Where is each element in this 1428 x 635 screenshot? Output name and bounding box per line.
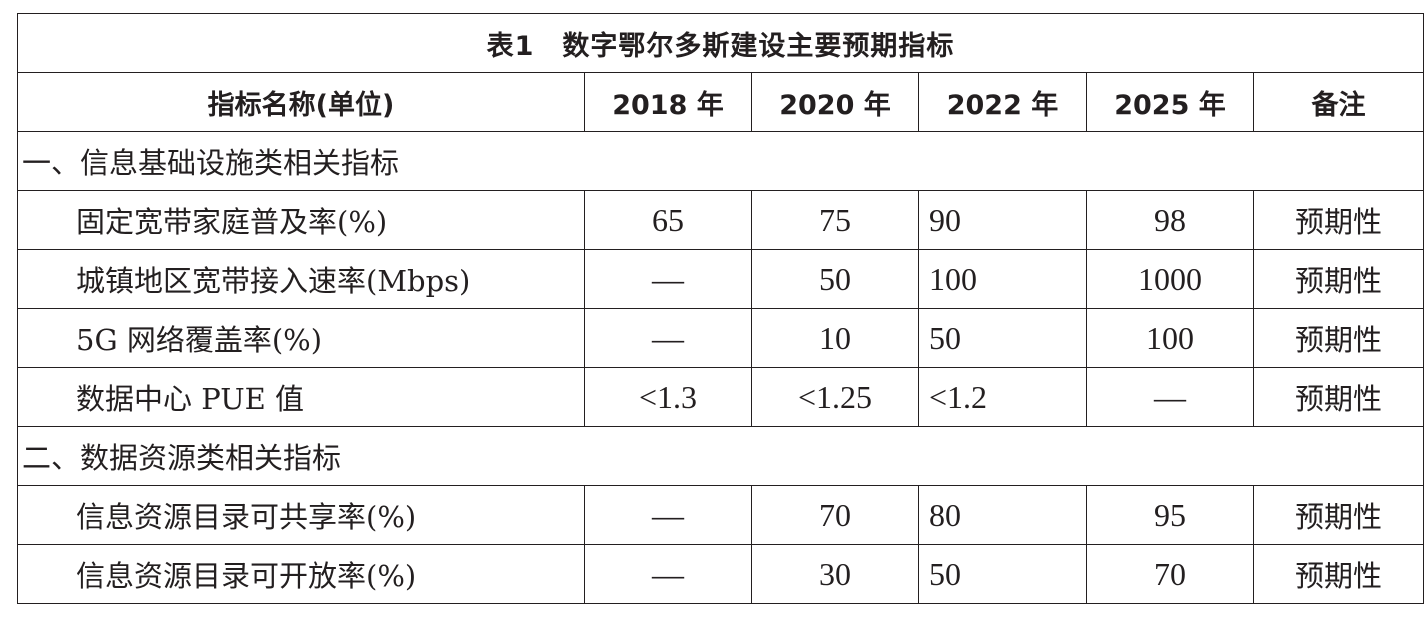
header-2018: 2018 年 — [584, 72, 752, 132]
value-2022: 50 — [918, 544, 1087, 604]
remark: 预期性 — [1252, 544, 1425, 604]
value-2018: — — [584, 249, 752, 309]
remark: 预期性 — [1252, 367, 1425, 427]
value-2025: 1000 — [1086, 249, 1254, 309]
table-row: 数据中心 PUE 值 <1.3 <1.25 <1.2 — 预期性 — [17, 367, 1425, 427]
table-row: 信息资源目录可共享率(%) — 70 80 95 预期性 — [17, 485, 1425, 545]
section-row: 二、数据资源类相关指标 — [16, 426, 1425, 486]
value-2020: <1.25 — [751, 367, 919, 427]
value-2025: 100 — [1086, 308, 1254, 368]
value-2022: 90 — [918, 190, 1087, 250]
value-2025: 95 — [1086, 485, 1254, 545]
value-2020: 10 — [751, 308, 919, 368]
value-2022: 50 — [918, 308, 1087, 368]
section-title-infrastructure: 一、信息基础设施类相关指标 — [16, 131, 1425, 191]
remark: 预期性 — [1252, 485, 1425, 545]
table-title-row: 表1 数字鄂尔多斯建设主要预期指标 — [16, 13, 1425, 73]
table-row: 城镇地区宽带接入速率(Mbps) — 50 100 1000 预期性 — [17, 249, 1425, 309]
value-2025: 70 — [1086, 544, 1254, 604]
value-2022: <1.2 — [918, 367, 1087, 427]
indicator-name: 固定宽带家庭普及率(%) — [17, 190, 585, 250]
value-2022: 100 — [918, 249, 1087, 309]
value-2018: 65 — [584, 190, 752, 250]
value-2018: — — [584, 544, 752, 604]
table-title: 表1 数字鄂尔多斯建设主要预期指标 — [16, 13, 1425, 73]
remark: 预期性 — [1252, 190, 1425, 250]
indicator-name: 信息资源目录可共享率(%) — [17, 485, 585, 545]
indicator-name: 数据中心 PUE 值 — [17, 367, 585, 427]
value-2018: <1.3 — [584, 367, 752, 427]
value-2018: — — [584, 308, 752, 368]
value-2018: — — [584, 485, 752, 545]
header-remark: 备注 — [1252, 72, 1425, 132]
value-2025: 98 — [1086, 190, 1254, 250]
header-2020: 2020 年 — [751, 72, 919, 132]
section-title-data-resources: 二、数据资源类相关指标 — [16, 426, 1425, 486]
value-2020: 50 — [751, 249, 919, 309]
indicator-name: 信息资源目录可开放率(%) — [17, 544, 585, 604]
header-indicator-name: 指标名称(单位) — [17, 72, 585, 132]
value-2022: 80 — [918, 485, 1087, 545]
section-row: 一、信息基础设施类相关指标 — [16, 131, 1425, 191]
table-header-row: 指标名称(单位) 2018 年 2020 年 2022 年 2025 年 备注 — [17, 72, 1425, 132]
remark: 预期性 — [1252, 308, 1425, 368]
table-row: 5G 网络覆盖率(%) — 10 50 100 预期性 — [17, 308, 1425, 368]
indicators-table: 表1 数字鄂尔多斯建设主要预期指标 指标名称(单位) 2018 年 2020 年… — [16, 13, 1425, 604]
indicator-name: 5G 网络覆盖率(%) — [17, 308, 585, 368]
remark: 预期性 — [1252, 249, 1425, 309]
indicator-name: 城镇地区宽带接入速率(Mbps) — [17, 249, 585, 309]
value-2020: 70 — [751, 485, 919, 545]
table-row: 固定宽带家庭普及率(%) 65 75 90 98 预期性 — [17, 190, 1425, 250]
value-2020: 75 — [751, 190, 919, 250]
table-row: 信息资源目录可开放率(%) — 30 50 70 预期性 — [17, 544, 1425, 604]
header-2025: 2025 年 — [1086, 72, 1254, 132]
header-2022: 2022 年 — [918, 72, 1087, 132]
value-2020: 30 — [751, 544, 919, 604]
value-2025: — — [1086, 367, 1254, 427]
